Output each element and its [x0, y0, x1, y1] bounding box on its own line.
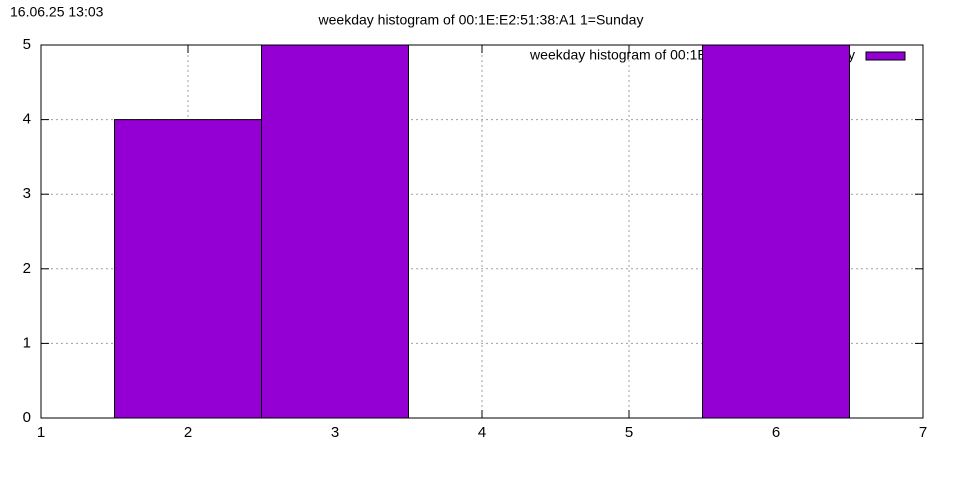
bar	[261, 44, 409, 419]
y-tick-label: 3	[23, 185, 31, 202]
x-tick-label: 5	[625, 424, 633, 441]
y-tick-label: 0	[23, 409, 31, 426]
y-tick-label: 4	[23, 111, 31, 128]
x-tick-label: 2	[184, 424, 192, 441]
y-tick-label: 1	[23, 334, 31, 351]
plot-border	[40, 44, 924, 419]
y-tick-label: 2	[23, 260, 31, 277]
x-tick-label: 1	[37, 424, 45, 441]
x-tick-label: 3	[331, 424, 339, 441]
x-tick-label: 4	[478, 424, 486, 441]
legend-swatch	[865, 51, 906, 61]
bar	[702, 44, 850, 419]
x-tick-label: 7	[919, 424, 927, 441]
timestamp: 16.06.25 13:03	[10, 4, 104, 20]
y-tick-label: 5	[23, 36, 31, 53]
x-tick-label: 6	[772, 424, 780, 441]
chart-title: weekday histogram of 00:1E:E2:51:38:A1 1…	[318, 12, 644, 28]
bar	[114, 119, 262, 419]
